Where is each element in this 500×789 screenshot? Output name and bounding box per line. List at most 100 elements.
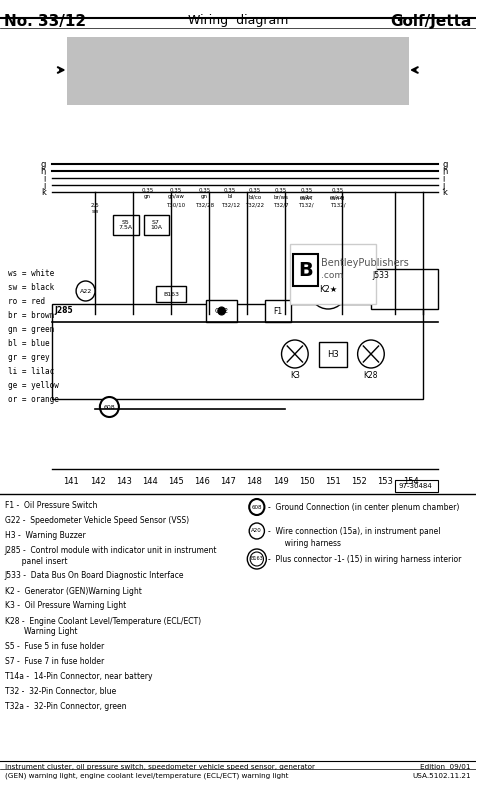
Text: 146: 146 bbox=[194, 477, 210, 486]
Text: S5
7.5A: S5 7.5A bbox=[118, 219, 132, 230]
Text: K3: K3 bbox=[290, 371, 300, 380]
Text: H3 -  Warning Buzzer: H3 - Warning Buzzer bbox=[5, 531, 86, 540]
Text: 147: 147 bbox=[220, 477, 236, 486]
Text: 0.35
bl: 0.35 bl bbox=[224, 189, 236, 199]
Text: T32/12: T32/12 bbox=[220, 202, 240, 207]
Text: 608: 608 bbox=[104, 405, 115, 409]
Text: 0.35
or/br: 0.35 or/br bbox=[300, 189, 313, 199]
Text: .com: .com bbox=[322, 271, 344, 279]
Text: K2 -  Generator (GEN)Warning Light: K2 - Generator (GEN)Warning Light bbox=[5, 586, 141, 596]
Text: Wiring  diagram: Wiring diagram bbox=[188, 14, 288, 27]
Text: 0.35
gn/aw: 0.35 gn/aw bbox=[168, 189, 184, 199]
Text: k: k bbox=[41, 188, 46, 196]
Text: 149: 149 bbox=[272, 477, 288, 486]
Text: j: j bbox=[44, 181, 46, 189]
Text: G22 -  Speedometer Vehicle Speed Sensor (VSS): G22 - Speedometer Vehicle Speed Sensor (… bbox=[5, 516, 189, 525]
Text: K28: K28 bbox=[364, 371, 378, 380]
Circle shape bbox=[100, 397, 119, 417]
Text: T32a -  32-Pin Connector, green: T32a - 32-Pin Connector, green bbox=[5, 702, 126, 711]
Text: T32/7: T32/7 bbox=[273, 202, 288, 207]
Text: li = lilac: li = lilac bbox=[8, 367, 54, 376]
Circle shape bbox=[250, 552, 264, 566]
Text: Warning Light: Warning Light bbox=[5, 627, 78, 636]
Text: No. 33/12: No. 33/12 bbox=[4, 14, 86, 29]
Text: Instrument cluster, oil pressure switch, speedometer vehicle speed sensor, gener: Instrument cluster, oil pressure switch,… bbox=[5, 764, 315, 779]
Circle shape bbox=[282, 340, 308, 368]
Text: br = brown: br = brown bbox=[8, 311, 54, 320]
Text: B163: B163 bbox=[163, 291, 179, 297]
Text: or = orange: or = orange bbox=[8, 395, 59, 404]
Text: A20: A20 bbox=[252, 529, 262, 533]
Text: K28 -  Engine Coolant Level/Temperature (ECL/ECT): K28 - Engine Coolant Level/Temperature (… bbox=[5, 616, 201, 626]
Text: 0.35
gn: 0.35 gn bbox=[142, 189, 154, 199]
Text: gn = green: gn = green bbox=[8, 325, 54, 334]
Text: 150: 150 bbox=[299, 477, 314, 486]
Text: bl = blue: bl = blue bbox=[8, 339, 49, 348]
Circle shape bbox=[218, 307, 226, 315]
Circle shape bbox=[248, 549, 266, 569]
Text: 97-30484: 97-30484 bbox=[399, 483, 432, 489]
Text: 143: 143 bbox=[116, 477, 132, 486]
Text: i: i bbox=[44, 174, 46, 182]
FancyBboxPatch shape bbox=[266, 300, 291, 322]
FancyBboxPatch shape bbox=[206, 300, 237, 322]
Text: g: g bbox=[40, 159, 46, 169]
Text: k: k bbox=[442, 188, 447, 196]
Text: wiring harness: wiring harness bbox=[268, 539, 341, 548]
Text: T32/22: T32/22 bbox=[246, 202, 264, 207]
Text: F1: F1 bbox=[273, 306, 282, 316]
Text: B: B bbox=[298, 260, 312, 279]
Bar bbox=[318, 342, 347, 367]
Text: J285: J285 bbox=[54, 306, 73, 315]
FancyBboxPatch shape bbox=[144, 215, 170, 235]
FancyBboxPatch shape bbox=[156, 286, 186, 302]
Text: -  Plus connector -1- (15) in wiring harness interior: - Plus connector -1- (15) in wiring harn… bbox=[268, 555, 462, 564]
Circle shape bbox=[249, 499, 264, 515]
Text: panel insert: panel insert bbox=[5, 556, 68, 566]
Text: 141: 141 bbox=[64, 477, 79, 486]
Text: J285 -  Control module with indicator unit in instrument: J285 - Control module with indicator uni… bbox=[5, 546, 218, 555]
Text: 145: 145 bbox=[168, 477, 184, 486]
Text: can-l
T132/: can-l T132/ bbox=[298, 196, 314, 207]
Text: A22: A22 bbox=[80, 289, 92, 294]
Text: 142: 142 bbox=[90, 477, 106, 486]
FancyBboxPatch shape bbox=[293, 254, 318, 286]
Text: G22: G22 bbox=[214, 308, 228, 314]
Text: 151: 151 bbox=[325, 477, 341, 486]
Bar bbox=[52, 304, 424, 399]
Text: 608: 608 bbox=[252, 504, 262, 510]
Bar bbox=[394, 480, 438, 492]
Text: BentleyPublishers: BentleyPublishers bbox=[322, 258, 409, 268]
Text: 144: 144 bbox=[142, 477, 158, 486]
Circle shape bbox=[358, 340, 384, 368]
Text: Golf/Jetta: Golf/Jetta bbox=[390, 14, 472, 29]
Text: J533: J533 bbox=[373, 271, 390, 280]
Text: S7
10A: S7 10A bbox=[150, 219, 162, 230]
Text: T32 -  32-Pin Connector, blue: T32 - 32-Pin Connector, blue bbox=[5, 687, 116, 696]
Text: Edition  09/01
USA.5102.11.21: Edition 09/01 USA.5102.11.21 bbox=[412, 764, 471, 779]
Circle shape bbox=[249, 523, 264, 539]
Text: K2★: K2★ bbox=[319, 285, 338, 294]
Text: K3 -  Oil Pressure Warning Light: K3 - Oil Pressure Warning Light bbox=[5, 601, 126, 611]
Text: 0.35
gn: 0.35 gn bbox=[198, 189, 210, 199]
Text: T14a -  14-Pin Connector, near battery: T14a - 14-Pin Connector, near battery bbox=[5, 672, 152, 681]
Text: F1 -  Oil Pressure Switch: F1 - Oil Pressure Switch bbox=[5, 501, 97, 510]
Text: 0.35
or/sw: 0.35 or/sw bbox=[330, 189, 345, 199]
Text: T32/28: T32/28 bbox=[195, 202, 214, 207]
Text: 152: 152 bbox=[351, 477, 367, 486]
Text: -  Ground Connection (in center plenum chamber): - Ground Connection (in center plenum ch… bbox=[268, 503, 460, 512]
Text: sw = black: sw = black bbox=[8, 283, 54, 292]
Text: h: h bbox=[40, 166, 46, 175]
Text: S7 -  Fuse 7 in fuse holder: S7 - Fuse 7 in fuse holder bbox=[5, 657, 104, 666]
Bar bbox=[290, 244, 376, 304]
Text: j: j bbox=[442, 181, 444, 189]
Text: -  Wire connection (15a), in instrument panel: - Wire connection (15a), in instrument p… bbox=[268, 527, 440, 536]
FancyBboxPatch shape bbox=[113, 215, 139, 235]
Circle shape bbox=[76, 281, 95, 301]
Text: T30/10: T30/10 bbox=[166, 202, 186, 207]
Text: 153: 153 bbox=[378, 477, 393, 486]
Text: 0.35
br/ws: 0.35 br/ws bbox=[273, 189, 288, 199]
Text: ws = white: ws = white bbox=[8, 269, 54, 278]
Text: S5 -  Fuse 5 in fuse holder: S5 - Fuse 5 in fuse holder bbox=[5, 642, 104, 651]
Text: 148: 148 bbox=[246, 477, 262, 486]
